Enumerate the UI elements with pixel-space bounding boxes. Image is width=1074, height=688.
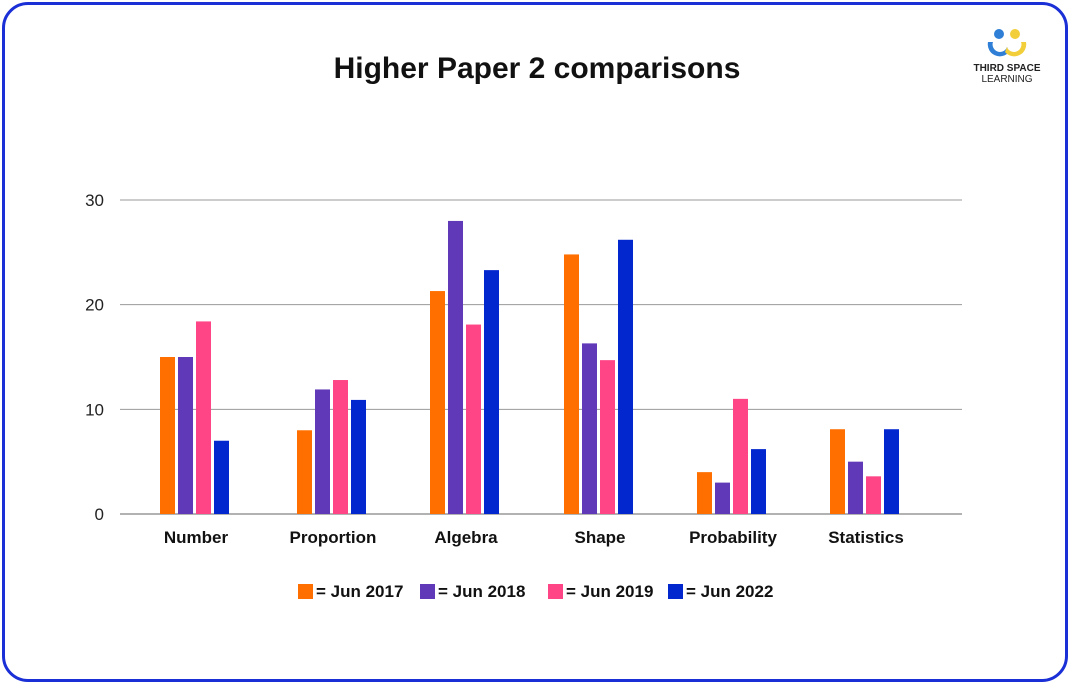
bar-probability-1 [715,482,730,514]
bar-number-3 [214,440,229,514]
bar-statistics-2 [866,476,881,514]
bar-algebra-1 [448,220,463,514]
x-tick-label: Statistics [828,528,904,547]
bar-algebra-0 [430,291,445,514]
bar-number-0 [160,357,175,514]
legend-swatch [298,584,313,599]
logo-icon [987,29,1027,57]
bar-probability-0 [697,472,712,514]
bar-shape-2 [600,360,615,514]
bar-algebra-2 [466,324,481,514]
bar-algebra-3 [484,270,499,514]
bar-statistics-1 [848,461,863,514]
bar-statistics-3 [884,429,899,514]
bar-number-2 [196,321,211,514]
legend-label: = Jun 2017 [316,582,403,601]
x-tick-label: Shape [574,528,625,547]
bar-proportion-3 [351,399,366,514]
bar-shape-3 [618,239,633,515]
y-tick-label: 0 [95,505,104,524]
x-tick-label: Probability [689,528,777,547]
legend-swatch [668,584,683,599]
bar-shape-0 [564,254,579,514]
y-tick-label: 30 [85,191,104,210]
y-tick-label: 10 [85,400,104,419]
legend-swatch [420,584,435,599]
x-tick-label: Algebra [434,528,498,547]
logo-text-line2: LEARNING [981,74,1033,85]
legend-swatch [548,584,563,599]
logo-text-line1: THIRD SPACE [973,63,1041,74]
legend-label: = Jun 2018 [438,582,525,601]
bar-probability-2 [733,398,748,514]
x-tick-label: Number [164,528,229,547]
bar-proportion-1 [315,389,330,514]
bar-shape-1 [582,343,597,514]
bar-probability-3 [751,449,766,514]
bar-proportion-2 [333,380,348,514]
legend-label: = Jun 2019 [566,582,653,601]
bar-proportion-0 [297,430,312,514]
x-tick-label: Proportion [290,528,377,547]
y-tick-label: 20 [85,296,104,315]
legend-label: = Jun 2022 [686,582,773,601]
bar-number-1 [178,357,193,514]
logo: THIRD SPACE LEARNING [962,28,1052,85]
bar-statistics-0 [830,429,845,514]
chart-title: Higher Paper 2 comparisons [333,52,741,85]
